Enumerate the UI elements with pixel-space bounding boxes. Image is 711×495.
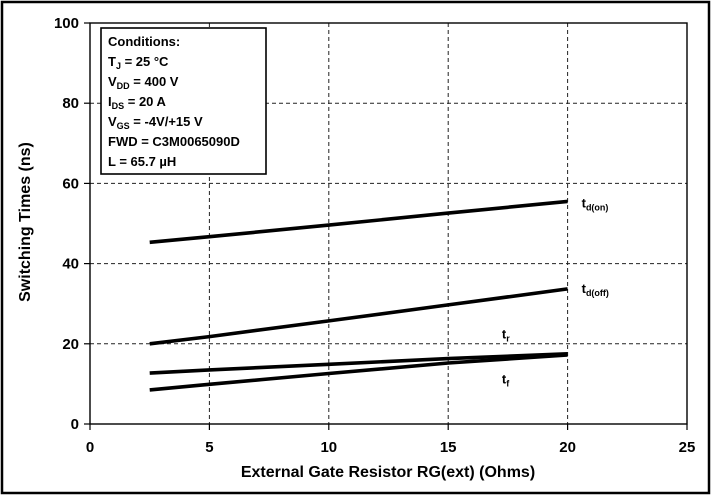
conditions-title: Conditions:	[108, 34, 180, 49]
x-tick-label: 20	[559, 439, 576, 456]
condition-ids-subscript: DS	[112, 101, 125, 111]
conditions-box-frame	[100, 27, 267, 175]
series-label-tr: tr	[502, 327, 510, 344]
series-label-subscript: r	[506, 334, 510, 344]
condition-vgs-symbol: V	[108, 114, 117, 129]
condition-vdd-value: = 400 V	[130, 74, 179, 89]
y-tick-label: 60	[62, 175, 79, 192]
x-tick-label: 5	[205, 439, 213, 456]
condition-vdd: VDD = 400 V	[108, 74, 179, 91]
series-line-td-on	[149, 199, 568, 245]
y-tick-label: 20	[62, 336, 79, 353]
series-line-tf	[149, 353, 568, 392]
series-label-subscript: d(off)	[586, 288, 609, 298]
condition-fwd: FWD = C3M0065090D	[108, 134, 240, 149]
condition-vdd-subscript: DD	[117, 81, 130, 91]
series-label-symbol: t	[582, 195, 587, 210]
condition-junction-temperature-subscript: J	[116, 61, 121, 71]
condition-vgs: VGS = -4V/+15 V	[108, 114, 203, 131]
condition-junction-temperature: TJ = 25 °C	[108, 54, 169, 71]
series-label-symbol: t	[502, 327, 507, 342]
x-axis: 0 5 10 15 20 25	[86, 424, 696, 456]
x-tick-label: 0	[86, 439, 94, 456]
series-label-subscript: d(on)	[586, 202, 609, 212]
condition-ids-symbol: I	[108, 94, 112, 109]
condition-ids-value: = 20 A	[124, 94, 166, 109]
conditions-box: Conditions: TJ = 25 °C VDD = 400 V IDS =…	[100, 27, 267, 175]
condition-junction-temperature-value: = 25 °C	[121, 54, 169, 69]
condition-inductance: L = 65.7 µH	[108, 154, 176, 169]
y-tick-label: 0	[71, 416, 79, 433]
y-tick-label: 80	[62, 95, 79, 112]
y-tick-label: 40	[62, 256, 79, 273]
condition-vgs-subscript: GS	[117, 121, 130, 131]
y-axis: 0 20 40 60 80 100	[54, 15, 90, 433]
x-tick-label: 25	[679, 439, 696, 456]
x-axis-title: External Gate Resistor RG(ext) (Ohms)	[241, 464, 535, 481]
series-label-tf: tf	[502, 371, 510, 388]
series-label-td-on: td(on)	[582, 195, 609, 212]
condition-junction-temperature-symbol: T	[108, 54, 116, 69]
series-lines	[149, 199, 568, 392]
series-label-symbol: t	[582, 281, 587, 296]
condition-ids: IDS = 20 A	[108, 94, 167, 111]
y-tick-label: 100	[54, 15, 79, 32]
y-axis-title: Switching Times (ns)	[17, 142, 34, 302]
plot-area-border	[89, 22, 688, 425]
series-line-tr	[149, 352, 568, 375]
series-label-td-off: td(off)	[582, 281, 609, 298]
series-line-td-off	[149, 287, 568, 346]
condition-vdd-symbol: V	[108, 74, 117, 89]
series-label-subscript: f	[506, 378, 510, 388]
series-label-symbol: t	[502, 371, 507, 386]
condition-vgs-value: = -4V/+15 V	[130, 114, 203, 129]
x-tick-label: 15	[440, 439, 457, 456]
x-tick-label: 10	[320, 439, 337, 456]
